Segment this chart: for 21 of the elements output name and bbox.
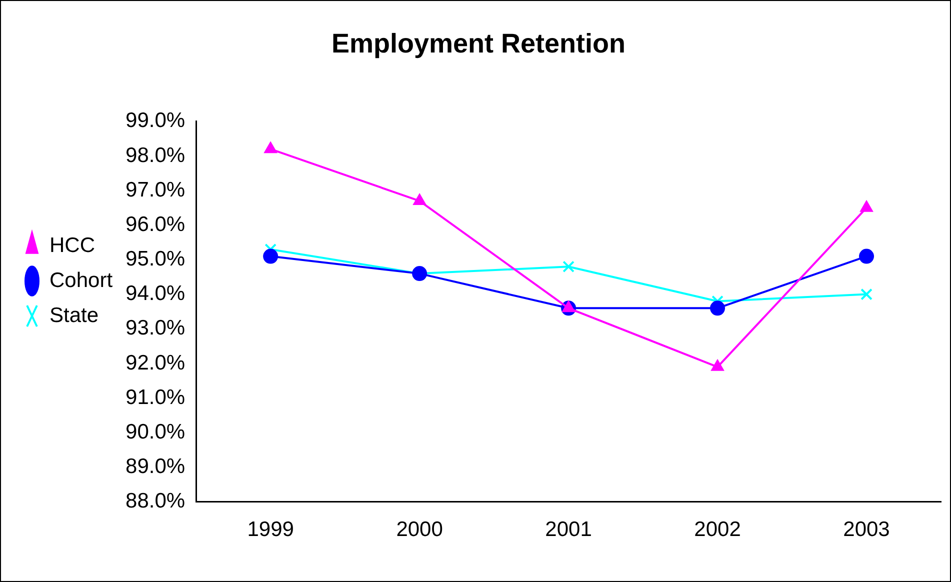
y-tick-label: 90.0% <box>126 420 186 444</box>
y-tick-label: 98.0% <box>126 144 186 167</box>
x-tick-label: 2002 <box>694 518 741 542</box>
y-tick-label: 94.0% <box>126 282 186 306</box>
legend-label: Cohort <box>50 268 113 292</box>
y-tick-label: 88.0% <box>126 490 186 513</box>
chart-title: Employment Retention <box>331 28 626 59</box>
x-tick-label: 2000 <box>396 518 443 542</box>
x-tick-label: 2003 <box>843 518 890 542</box>
legend-label: HCC <box>50 234 95 257</box>
y-tick-label: 93.0% <box>126 316 186 340</box>
y-tick-label: 97.0% <box>126 178 186 202</box>
x-tick-label: 2001 <box>545 518 592 542</box>
x-tick-label: 1999 <box>247 518 294 542</box>
y-tick-label: 95.0% <box>126 248 186 271</box>
legend-label: State <box>50 304 99 327</box>
y-tick-label: 96.0% <box>126 212 186 236</box>
y-tick-label: 99.0% <box>126 109 186 132</box>
y-tick-label: 89.0% <box>126 455 186 478</box>
y-tick-label: 91.0% <box>126 386 186 409</box>
y-tick-label: 92.0% <box>126 351 186 374</box>
